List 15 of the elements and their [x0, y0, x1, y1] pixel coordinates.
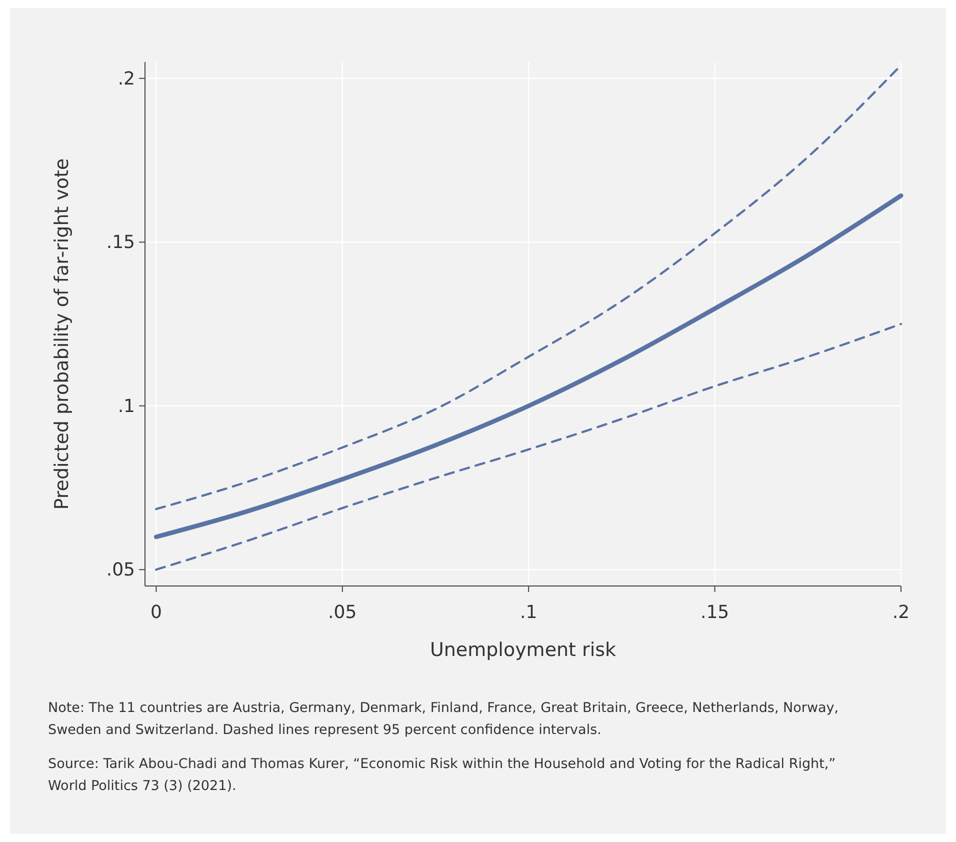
line-series: [155, 322, 902, 571]
x-tick-label: 0: [150, 602, 162, 623]
text: Note: The 11 countries are Austria, Germany, Denmark, Finland, France, Great Britain, Greece, Netherlands, Norway, Sweden and Switzerland. Dashed lines represent 95 percent confidence intervals.: [48, 700, 839, 738]
y-tick-label: .2: [118, 68, 135, 90]
source-note: Source: Tarik Abou-Chadi and Thomas Kurer, “Economic Risk within the Household and Voting for the Radical Right,” World Politics 73 (3) (2021).: [48, 756, 836, 794]
x-tick-label: .15: [700, 602, 730, 623]
x-tick-label: .2: [892, 602, 910, 623]
y-tick-label: .15: [106, 232, 135, 254]
y-axis-title: Predicted probability of far-right vote: [51, 158, 73, 510]
y-tick-label: .1: [118, 396, 135, 417]
x-tick-label: .05: [328, 602, 357, 623]
x-axis-title: Unemployment risk: [430, 639, 616, 661]
line-series: [154, 193, 904, 540]
y-tick-label: .05: [106, 560, 135, 581]
x-tick-label: .1: [520, 602, 538, 623]
